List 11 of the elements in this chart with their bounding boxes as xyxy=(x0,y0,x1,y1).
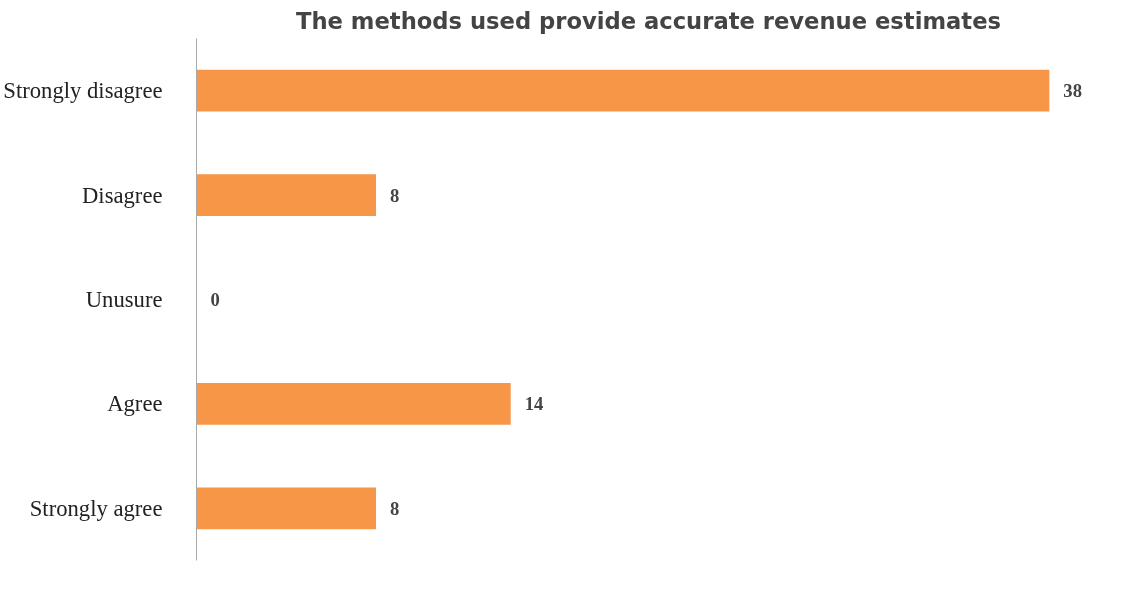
y-tick-label: Disagree xyxy=(81,182,163,208)
data-label: 8 xyxy=(390,184,400,206)
y-tick-label: Unusure xyxy=(85,287,163,312)
data-label: 8 xyxy=(390,497,400,519)
chart-title: The methods used provide accurate revenue estimates xyxy=(296,7,1002,34)
y-tick-label: Strongly agree xyxy=(29,495,163,521)
data-label: 14 xyxy=(524,393,544,415)
data-label: 38 xyxy=(1063,80,1082,102)
y-tick-label: Agree xyxy=(107,391,163,417)
y-tick-label: Strongly disagree xyxy=(3,78,163,104)
data-label: 0 xyxy=(210,289,220,310)
